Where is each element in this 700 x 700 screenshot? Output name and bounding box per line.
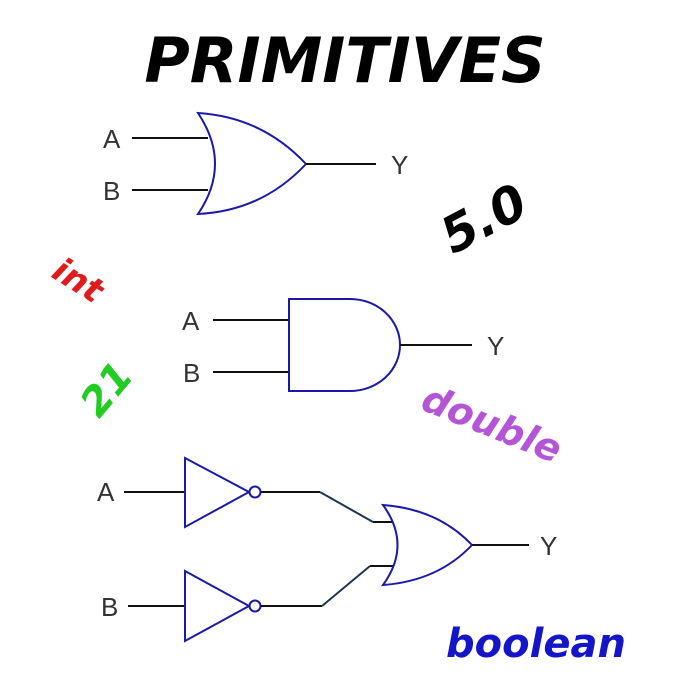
and-gate-circuit: A B Y xyxy=(182,298,504,392)
not-gate-icon xyxy=(184,456,252,529)
not-bubble-icon xyxy=(248,485,262,499)
not-gate-icon xyxy=(184,569,252,643)
double-label: double xyxy=(416,376,568,472)
not-bubble-icon xyxy=(248,599,262,613)
or-gate-circuit: A B Y xyxy=(103,111,408,216)
combo-diagonal-b-wire xyxy=(321,565,371,607)
or-gate-icon xyxy=(380,503,474,587)
combo-diagonal-a-wire xyxy=(319,491,374,523)
and-input-a-label: A xyxy=(182,306,200,336)
int-label: int xyxy=(45,250,112,312)
int-value-label: 21 xyxy=(72,354,143,426)
combo-input-b-label: B xyxy=(101,592,118,622)
combo-circuit: A B Y xyxy=(97,456,557,643)
float-value-label: 5.0 xyxy=(431,173,536,266)
and-input-b-label: B xyxy=(183,358,200,388)
and-gate-icon xyxy=(288,298,401,392)
and-output-label: Y xyxy=(487,331,504,361)
or-input-a-label: A xyxy=(103,124,121,154)
or-input-b-label: B xyxy=(103,176,120,206)
combo-input-a-label: A xyxy=(97,477,115,507)
boolean-label: boolean xyxy=(446,621,626,667)
combo-output-label: Y xyxy=(540,531,557,561)
or-gate-icon xyxy=(196,111,308,216)
page-title: PRIMITIVES xyxy=(144,24,545,97)
or-output-label: Y xyxy=(391,150,408,180)
